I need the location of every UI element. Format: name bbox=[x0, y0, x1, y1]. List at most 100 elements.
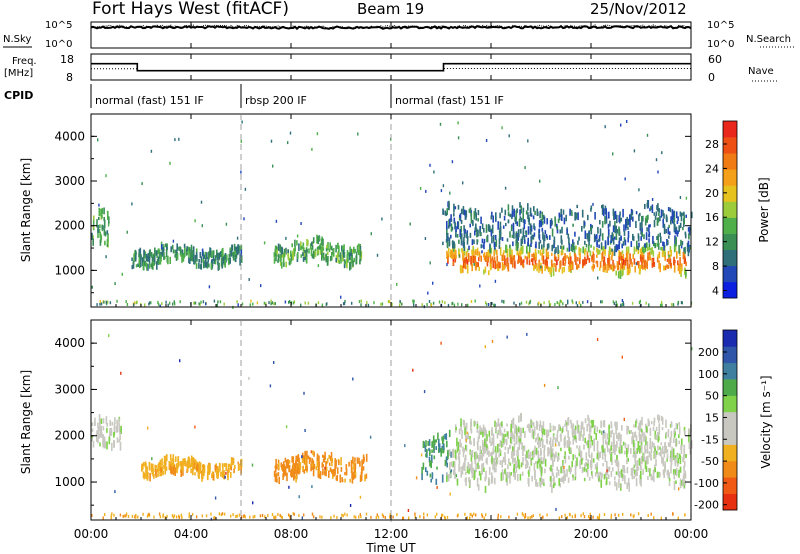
velocity-cell bbox=[676, 454, 678, 458]
velocity-cell bbox=[228, 467, 230, 473]
velocity-cell bbox=[640, 477, 642, 487]
power-cell bbox=[472, 220, 474, 227]
velocity-cell bbox=[509, 474, 511, 484]
power-cell bbox=[202, 300, 205, 304]
power-cell bbox=[460, 264, 462, 274]
velocity-cell bbox=[335, 462, 337, 469]
velocity-cell bbox=[311, 458, 314, 462]
power-cell bbox=[570, 210, 573, 214]
power-cell bbox=[577, 257, 579, 262]
power-cell bbox=[391, 303, 393, 307]
power-cell bbox=[619, 263, 622, 271]
velocity-cell bbox=[639, 445, 641, 454]
velocity-cell bbox=[633, 424, 635, 428]
power-cell bbox=[685, 196, 688, 200]
power-cell bbox=[489, 263, 492, 271]
power-cell bbox=[525, 230, 527, 234]
velocity-cell bbox=[498, 429, 500, 436]
velocity-cell bbox=[506, 335, 508, 339]
velocity-cell bbox=[455, 427, 457, 431]
velocity-cell bbox=[496, 443, 499, 453]
power-cell bbox=[658, 254, 661, 259]
power-cell bbox=[455, 249, 457, 259]
velocity-cell bbox=[647, 514, 649, 517]
power-cell bbox=[679, 257, 681, 265]
velocity-cell bbox=[578, 445, 581, 453]
power-cell bbox=[531, 258, 534, 266]
power-cell bbox=[447, 256, 449, 262]
power-cell bbox=[569, 261, 571, 267]
velocity-cell bbox=[99, 429, 102, 438]
power-cell bbox=[607, 264, 610, 271]
velocity-cell bbox=[464, 512, 466, 516]
power-cell bbox=[576, 204, 578, 209]
power-cell bbox=[622, 241, 625, 246]
velocity-cell bbox=[673, 469, 675, 473]
velocity-cell bbox=[584, 437, 586, 444]
power-cell bbox=[225, 222, 228, 226]
velocity-cell bbox=[622, 441, 625, 446]
velocity-cell bbox=[491, 456, 493, 465]
velocity-cell bbox=[95, 433, 98, 442]
velocity-cell bbox=[311, 512, 314, 516]
power-cell bbox=[592, 264, 594, 272]
power-cell bbox=[144, 303, 146, 307]
velocity-cell bbox=[323, 455, 325, 463]
power-cell bbox=[539, 213, 541, 219]
velocity-cell bbox=[236, 514, 238, 518]
power-cell bbox=[610, 265, 613, 270]
velocity-cell bbox=[646, 441, 649, 450]
velocity-cell bbox=[611, 429, 614, 434]
power-cell bbox=[104, 240, 106, 246]
power-cell bbox=[672, 211, 674, 220]
velocity-cell bbox=[301, 455, 303, 459]
power-cell bbox=[632, 216, 634, 222]
power-cell bbox=[97, 229, 99, 239]
velocity-cell bbox=[653, 442, 655, 449]
power-cell bbox=[558, 302, 560, 306]
velocity-cell bbox=[114, 417, 116, 424]
power-cell bbox=[442, 208, 444, 215]
velocity-cell bbox=[560, 433, 562, 442]
power-cell bbox=[479, 284, 481, 288]
power-cell bbox=[413, 303, 415, 307]
power-cell bbox=[229, 257, 231, 264]
velocity-cell bbox=[664, 461, 666, 470]
velocity-cell bbox=[474, 458, 477, 465]
velocity-cell bbox=[142, 463, 144, 470]
velocity-cell bbox=[683, 444, 685, 452]
velocity-cell bbox=[615, 471, 618, 475]
velocity-cell bbox=[552, 439, 554, 448]
velocity-cell bbox=[292, 512, 294, 516]
power-cell bbox=[428, 300, 431, 303]
power-cell bbox=[445, 239, 448, 243]
velocity-cell bbox=[660, 442, 663, 446]
velocity-cell bbox=[462, 446, 464, 452]
power-cell bbox=[593, 233, 596, 243]
velocity-cell bbox=[520, 428, 522, 437]
velocity-cell bbox=[481, 513, 483, 517]
velocity-cell bbox=[338, 460, 340, 465]
power-cell bbox=[344, 260, 346, 265]
power-cell bbox=[552, 244, 554, 249]
velocity-cell bbox=[616, 434, 618, 439]
power-cell bbox=[344, 299, 346, 303]
velocity-cell bbox=[464, 427, 466, 436]
velocity-cell bbox=[352, 471, 355, 477]
colorbar-tick-label: 50 bbox=[705, 390, 719, 403]
power-cell bbox=[515, 239, 517, 246]
power-cell bbox=[663, 213, 665, 219]
velocity-cell bbox=[471, 461, 473, 466]
power-cell bbox=[546, 260, 548, 267]
x-tick-label: 08:00 bbox=[274, 527, 309, 541]
power-cell bbox=[332, 248, 335, 257]
velocity-cell bbox=[540, 437, 543, 442]
power-cell bbox=[661, 151, 663, 155]
velocity-cell bbox=[110, 516, 112, 520]
power-cell bbox=[239, 258, 241, 266]
power-cell bbox=[598, 249, 601, 255]
velocity-cell bbox=[572, 454, 574, 461]
power-cell bbox=[559, 229, 562, 234]
power-cell bbox=[147, 264, 149, 271]
power-cell bbox=[314, 251, 317, 258]
